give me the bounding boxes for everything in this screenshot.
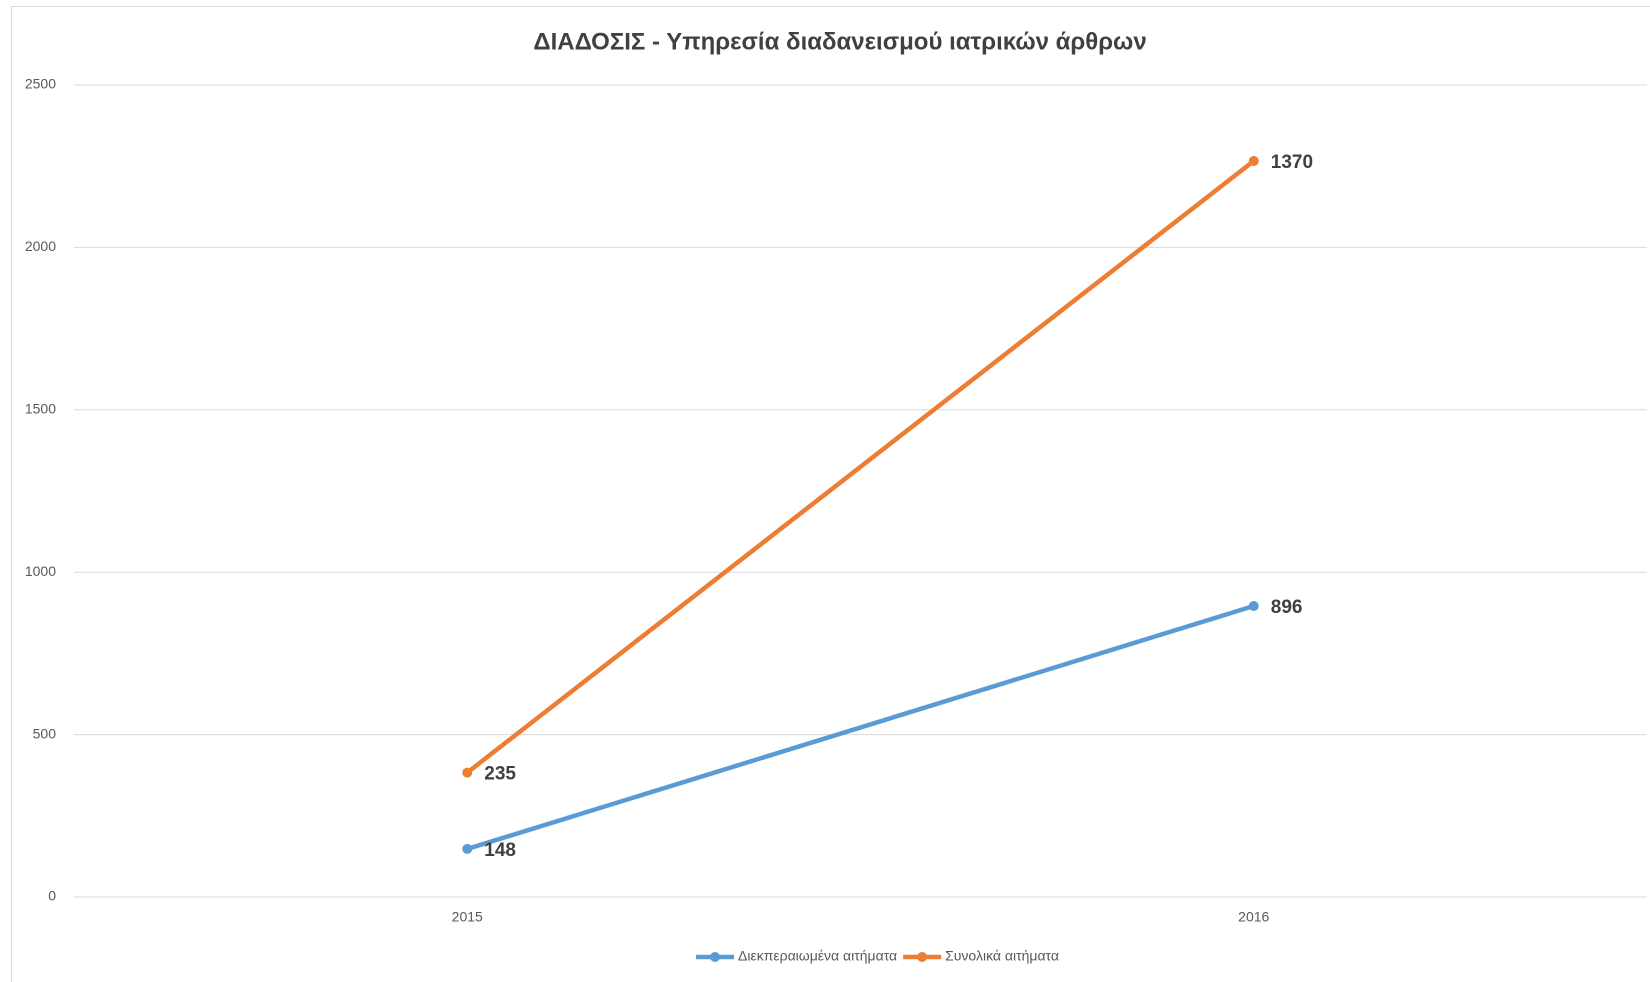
y-tick-label: 0: [48, 888, 56, 904]
x-tick-label: 2016: [1238, 909, 1269, 925]
chart-border: [11, 6, 1650, 982]
line: [466, 603, 1255, 852]
legend-marker: [917, 952, 928, 962]
legend-marker: [710, 952, 721, 962]
y-tick-label: 2000: [25, 238, 56, 254]
y-tick-label: 2500: [25, 76, 56, 92]
y-tick-label: 1500: [25, 401, 56, 417]
y-tick-label: 1000: [25, 563, 56, 579]
legend-label: Διεκπεραιωμένα αιτήματα: [738, 948, 897, 964]
data-label: 1370: [1271, 152, 1313, 173]
point: [462, 767, 473, 778]
point: [462, 843, 473, 854]
point: [1248, 600, 1259, 611]
data-label: 235: [484, 764, 516, 785]
chart-title: ΔΙΑΔΟΣΙΣ - Υπηρεσία διαδανεισμού ιατρικώ…: [533, 28, 1146, 55]
y-tick-label: 500: [33, 725, 57, 741]
point: [1248, 156, 1259, 167]
x-tick-label: 2015: [452, 909, 483, 925]
data-label: 148: [484, 840, 516, 861]
data-label: 896: [1271, 597, 1303, 618]
legend-label: Συνολικά αιτήματα: [945, 948, 1059, 964]
line: [465, 159, 1256, 775]
